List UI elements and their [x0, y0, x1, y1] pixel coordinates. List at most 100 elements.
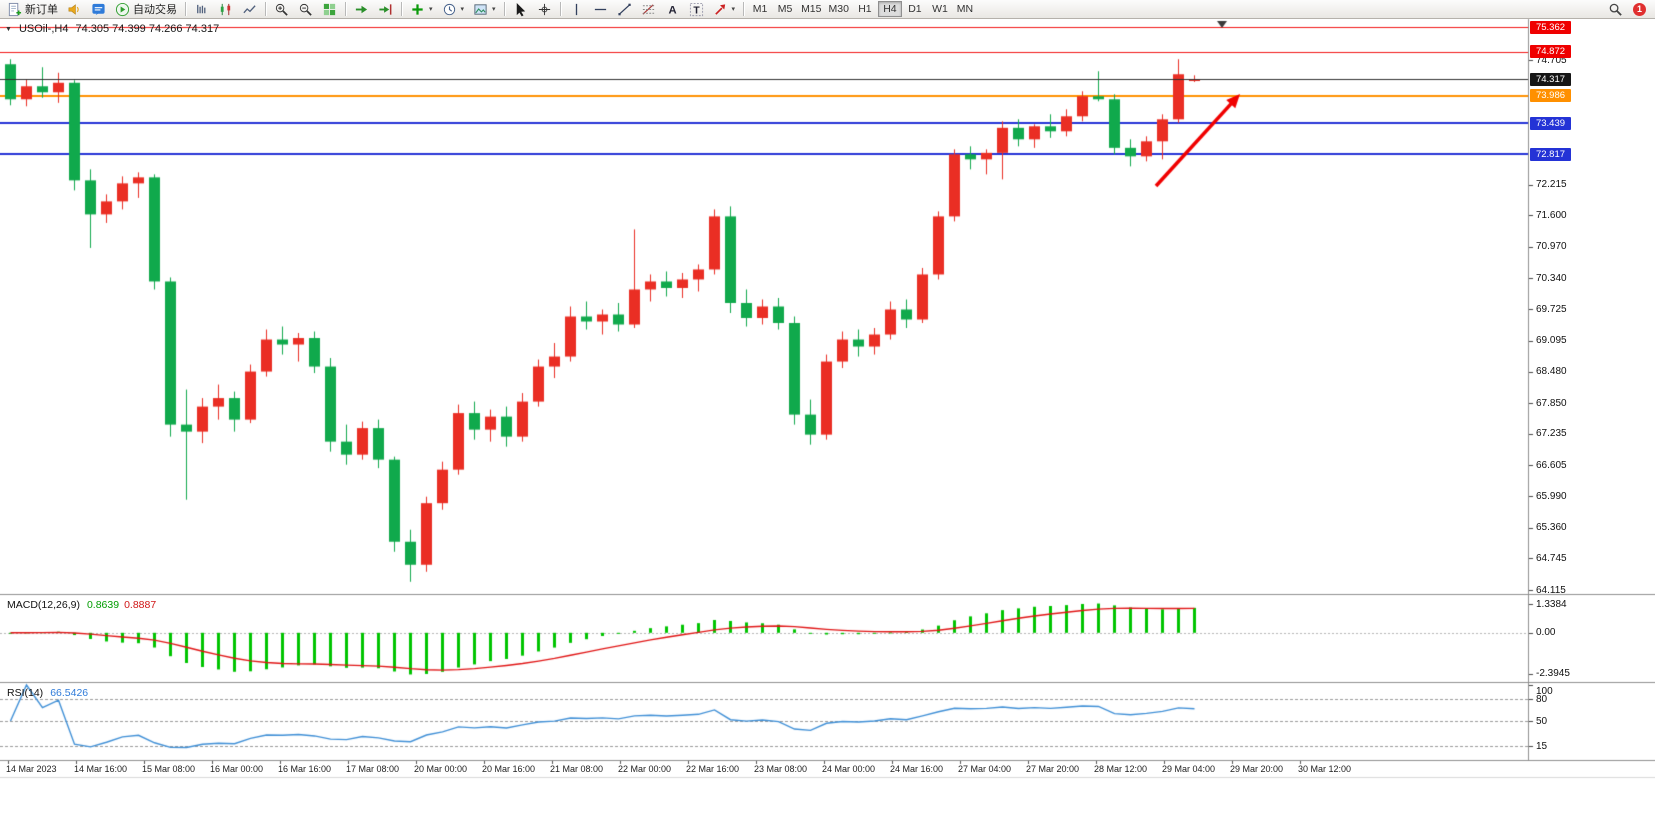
- toolbar-separator: [401, 2, 402, 16]
- bar-chart-button[interactable]: [190, 1, 213, 18]
- time-axis-label: 27 Mar 20:00: [1026, 764, 1080, 774]
- timeframe-H4[interactable]: H4: [877, 1, 902, 17]
- clock-icon: [443, 3, 455, 15]
- autotrading-button[interactable]: 自动交易: [111, 1, 181, 18]
- tile-windows-button[interactable]: [318, 1, 341, 18]
- timeframe-M30[interactable]: M30: [826, 1, 852, 17]
- crosshair-button[interactable]: [533, 1, 556, 18]
- trendline-icon: [617, 3, 631, 15]
- toolbar-separator: [185, 2, 186, 16]
- macd-label: MACD(12,26,9) 0.8639 0.8887: [7, 599, 156, 611]
- price-level-badge: 75.362: [1530, 20, 1571, 34]
- rsi-label: RSI(14) 66.5426: [7, 687, 88, 699]
- fibonacci-tool-button[interactable]: [637, 1, 660, 18]
- toolbar-separator: [743, 2, 745, 16]
- alerts-button[interactable]: [63, 1, 86, 18]
- time-axis-label: 20 Mar 00:00: [414, 764, 468, 774]
- new-order-icon: [8, 2, 22, 16]
- toolbar-right-group: 1: [1604, 1, 1652, 18]
- toolbar-separator: [345, 2, 346, 16]
- community-icon: [92, 3, 105, 15]
- new-order-button[interactable]: 新订单: [3, 1, 62, 18]
- arrows-tool-button[interactable]: ▾: [709, 1, 740, 18]
- add-indicator-icon: [412, 3, 423, 15]
- toolbar-separator: [503, 2, 505, 16]
- timeframe-M15[interactable]: M15: [798, 1, 824, 17]
- timeframe-M5[interactable]: M5: [773, 1, 797, 17]
- zoom-in-button[interactable]: [270, 1, 293, 18]
- horizontal-line-icon: [594, 8, 606, 10]
- timeframe-D1[interactable]: D1: [903, 1, 927, 17]
- text-label-icon: T: [689, 2, 703, 16]
- vertical-line-tool-button[interactable]: [565, 1, 588, 18]
- horizontal-line-tool-button[interactable]: [589, 1, 612, 18]
- indicators-button[interactable]: ▾: [406, 1, 437, 18]
- candlestick-button[interactable]: [214, 1, 237, 18]
- vertical-line-icon: [575, 3, 577, 15]
- timeframe-W1[interactable]: W1: [928, 1, 952, 17]
- chevron-down-icon: ▾: [460, 5, 465, 13]
- search-button[interactable]: [1604, 1, 1627, 18]
- zoom-out-icon: [299, 3, 312, 16]
- macd-scale-label: 1.3384: [1536, 599, 1567, 610]
- toolbar-separator: [265, 2, 266, 16]
- time-axis-label: 22 Mar 00:00: [618, 764, 672, 774]
- price-tick-label: 64.745: [1536, 552, 1567, 564]
- bar-chart-icon: [197, 4, 206, 13]
- chevron-down-icon: ▾: [492, 5, 496, 13]
- auto-scroll-button[interactable]: [350, 1, 373, 18]
- rsi-scale-label: 50: [1536, 715, 1548, 727]
- autotrading-label: 自动交易: [133, 4, 177, 16]
- time-axis-label: 29 Mar 04:00: [1162, 764, 1216, 774]
- candlestick-icon: [220, 3, 231, 15]
- price-tick-label: 72.215: [1536, 179, 1567, 191]
- toolbar-separator: [559, 2, 561, 16]
- rsi-scale-label: 100: [1536, 685, 1553, 697]
- time-axis-label: 17 Mar 08:00: [346, 764, 400, 774]
- price-level-badge: 72.817: [1530, 147, 1571, 161]
- chevron-down-icon: ▾: [429, 5, 433, 13]
- timeframe-MN[interactable]: MN: [953, 1, 977, 17]
- macd-scale-label: -2.3945: [1536, 668, 1570, 679]
- timeframe-H1[interactable]: H1: [853, 1, 877, 17]
- macd-main-value: 0.8639: [86, 599, 120, 611]
- text-tool-button[interactable]: A: [661, 1, 684, 18]
- time-axis-label: 21 Mar 08:00: [550, 764, 604, 774]
- ohlc-values-label: 74.305 74.399 74.266 74.317: [75, 23, 220, 35]
- macd-name: MACD(12,26,9): [7, 599, 80, 611]
- search-icon: [1609, 3, 1622, 16]
- time-axis-label: 27 Mar 04:00: [958, 764, 1012, 774]
- time-axis-label: 14 Mar 2023: [6, 764, 57, 774]
- price-tick-label: 69.725: [1536, 303, 1567, 315]
- chart-shift-button[interactable]: [374, 1, 397, 18]
- window-menu-icon[interactable]: ▼: [5, 25, 12, 33]
- time-axis-label: 30 Mar 12:00: [1298, 764, 1352, 774]
- price-tick-label: 67.850: [1536, 397, 1567, 409]
- periods-button[interactable]: ▾: [438, 1, 469, 18]
- cursor-icon: [516, 2, 525, 16]
- cursor-button[interactable]: [509, 1, 532, 18]
- price-tick-label: 70.970: [1536, 241, 1567, 253]
- rsi-scale-label: 80: [1536, 693, 1548, 705]
- notification-badge[interactable]: 1: [1633, 2, 1646, 16]
- trendline-tool-button[interactable]: [613, 1, 636, 18]
- price-level-badge: 73.439: [1530, 116, 1571, 130]
- line-chart-button[interactable]: [238, 1, 261, 18]
- time-axis-label: 28 Mar 12:00: [1094, 764, 1148, 774]
- template-icon: [474, 3, 487, 15]
- price-tick-label: 71.600: [1536, 209, 1567, 221]
- time-axis-label: 23 Mar 08:00: [754, 764, 808, 774]
- templates-button[interactable]: ▾: [469, 1, 500, 18]
- label-tool-button[interactable]: T: [685, 1, 708, 18]
- community-button[interactable]: [87, 1, 110, 18]
- macd-signal-value: 0.8887: [124, 599, 157, 611]
- time-axis-label: 14 Mar 16:00: [74, 764, 128, 774]
- tile-windows-icon: [323, 3, 336, 15]
- price-tick-label: 67.235: [1536, 428, 1567, 440]
- timeframe-M1[interactable]: M1: [748, 1, 772, 17]
- zoom-out-button[interactable]: [294, 1, 317, 18]
- svg-text:A: A: [668, 4, 676, 16]
- chevron-down-icon: ▾: [731, 5, 736, 13]
